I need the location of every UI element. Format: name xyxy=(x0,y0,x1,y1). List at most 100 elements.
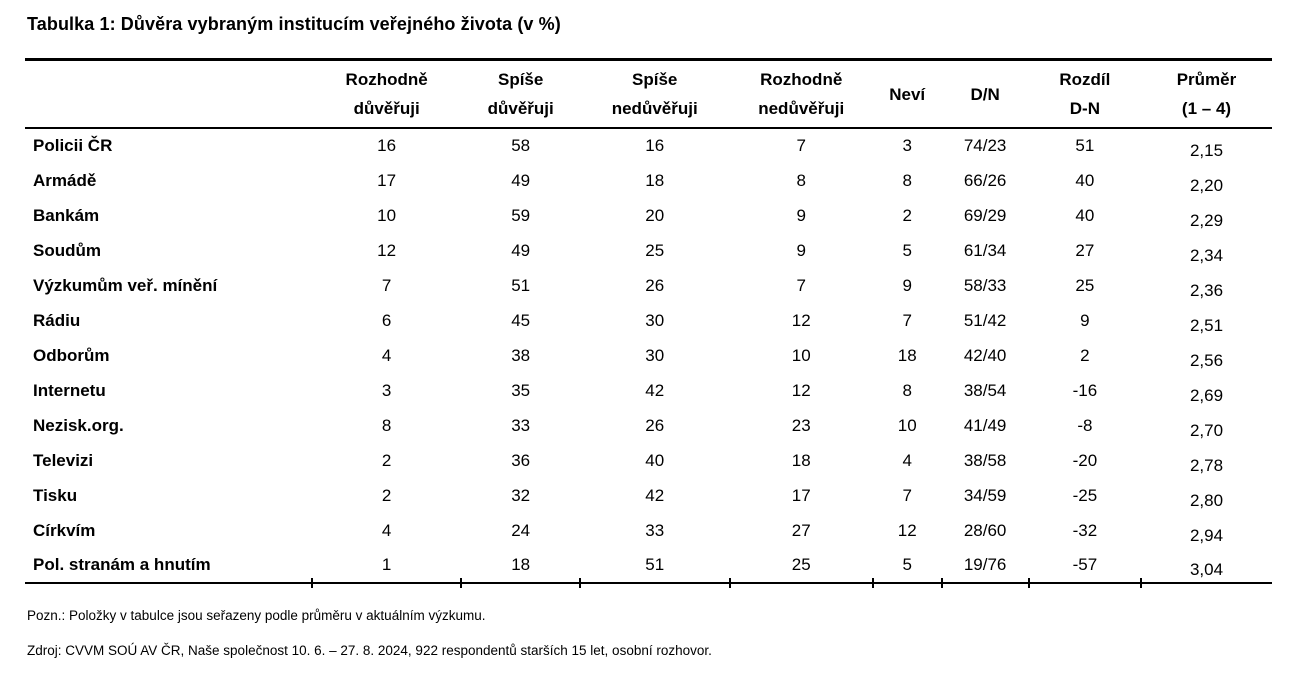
cell-spise-neduveruji: 42 xyxy=(645,485,665,505)
cell-prumer: 2,78 xyxy=(1189,456,1224,475)
cell-dn: 38/58 xyxy=(963,450,1007,470)
table-row: Televizi 2 36 40 18 4 38/58 -20 2,78 xyxy=(25,443,1272,478)
cell-nevi: 9 xyxy=(902,275,912,295)
cell-rozhodne-neduveruji: 25 xyxy=(729,548,873,584)
column-divider-tick xyxy=(310,578,313,588)
cell-rozdil-dn: -32 xyxy=(1072,520,1098,540)
cell-spise-duveruji: 24 xyxy=(511,520,531,540)
cell-nevi: 5 xyxy=(902,240,912,260)
cell-spise-neduveruji: 30 xyxy=(645,310,665,330)
header-line: Průměr xyxy=(1176,70,1237,89)
header-line: Neví xyxy=(889,84,926,104)
header-line: Rozhodně xyxy=(760,70,843,89)
cell-dn: 34/59 xyxy=(963,485,1007,505)
cell-rozhodne-duveruji: 2 xyxy=(381,485,392,505)
cell-rozhodne-neduveruji: 10 xyxy=(791,345,811,365)
cell-rozhodne-duveruji: 8 xyxy=(381,415,392,435)
table-header: Rozhodně důvěřuji Spíše důvěřuji Spíše n… xyxy=(25,59,1272,129)
cell-rozhodne-duveruji: 6 xyxy=(381,310,392,330)
cell-spise-neduveruji: 30 xyxy=(645,345,665,365)
cell-rozdil-dn: -20 xyxy=(1072,450,1098,470)
table-row: Církvím 4 24 33 27 12 28/60 -32 2,94 xyxy=(25,513,1272,548)
column-divider-tick xyxy=(460,578,463,588)
row-label: Bankám xyxy=(33,205,100,225)
cell-dn: 28/60 xyxy=(963,520,1007,540)
header-line: D/N xyxy=(970,84,1000,104)
cell-prumer: 2,34 xyxy=(1189,246,1224,265)
cell-rozdil-dn: -57 xyxy=(1028,548,1141,584)
cell-spise-neduveruji: 51 xyxy=(579,548,730,584)
table-row: Výzkumům veř. mínění 7 51 26 7 9 58/33 2… xyxy=(25,268,1272,303)
cell-rozhodne-duveruji: 16 xyxy=(377,136,397,155)
cell-rozhodne-duveruji: 2 xyxy=(381,450,392,470)
footnote-source: Zdroj: CVVM SOÚ AV ČR, Naše společnost 1… xyxy=(27,643,712,658)
table-row: Soudům 12 49 25 9 5 61/34 27 2,34 xyxy=(25,233,1272,268)
table-title: Tabulka 1: Důvěra vybraným institucím ve… xyxy=(27,14,561,34)
column-divider-tick xyxy=(728,578,731,588)
header-line: nedůvěřuji xyxy=(611,99,698,118)
row-label: Odborům xyxy=(33,345,110,365)
cell-spise-neduveruji: 40 xyxy=(645,450,665,470)
header-line: Spíše xyxy=(632,70,678,89)
cell-nevi: 7 xyxy=(902,485,912,505)
cell-rozhodne-neduveruji: 23 xyxy=(791,415,811,435)
cell-spise-duveruji: 36 xyxy=(511,450,531,470)
cell-rozdil-dn: -25 xyxy=(1072,485,1098,505)
cell-dn: 19/76 xyxy=(941,548,1029,584)
header-line: důvěřuji xyxy=(487,99,554,118)
table-row: Bankám 10 59 20 9 2 69/29 40 2,29 xyxy=(25,198,1272,233)
cell-nevi: 3 xyxy=(902,136,912,155)
cell-rozhodne-neduveruji: 12 xyxy=(791,310,811,330)
cell-rozhodne-duveruji: 10 xyxy=(377,205,397,225)
cell-nevi: 5 xyxy=(872,548,942,584)
row-label: Rádiu xyxy=(33,310,81,330)
cell-rozdil-dn: 40 xyxy=(1075,205,1095,225)
cell-rozhodne-neduveruji: 7 xyxy=(796,275,806,295)
cell-spise-duveruji: 49 xyxy=(511,240,531,260)
cell-spise-neduveruji: 42 xyxy=(645,380,665,400)
row-label: Armádě xyxy=(33,170,97,190)
cell-rozdil-dn: -16 xyxy=(1072,380,1098,400)
header-line: důvěřuji xyxy=(353,99,420,118)
cell-prumer: 2,56 xyxy=(1189,351,1224,370)
row-label: Pol. stranám a hnutím xyxy=(25,548,312,584)
cell-nevi: 2 xyxy=(902,205,912,225)
header-line: (1 – 4) xyxy=(1181,99,1232,118)
cell-dn: 51/42 xyxy=(963,310,1007,330)
cell-prumer: 2,80 xyxy=(1189,491,1224,510)
header-nevi: Neví xyxy=(872,59,942,129)
cell-spise-duveruji: 33 xyxy=(511,415,531,435)
cell-dn: 38/54 xyxy=(963,380,1007,400)
cell-spise-neduveruji: 26 xyxy=(645,275,665,295)
cell-nevi: 8 xyxy=(902,380,912,400)
cell-rozhodne-neduveruji: 27 xyxy=(791,520,811,540)
cell-prumer: 2,94 xyxy=(1189,526,1224,545)
cell-rozhodne-duveruji: 17 xyxy=(377,170,397,190)
row-label: Televizi xyxy=(33,450,94,470)
cell-spise-duveruji: 38 xyxy=(511,345,531,365)
cell-spise-neduveruji: 16 xyxy=(645,136,665,155)
cell-nevi: 8 xyxy=(902,170,912,190)
header-line: Spíše xyxy=(497,70,544,89)
column-divider-tick xyxy=(1140,578,1143,588)
table-row: Odborům 4 38 30 10 18 42/40 2 2,56 xyxy=(25,338,1272,373)
cell-rozhodne-duveruji: 4 xyxy=(381,345,392,365)
header-line: Rozhodně xyxy=(345,70,428,89)
header-line: Rozdíl xyxy=(1059,70,1111,89)
cell-rozhodne-neduveruji: 12 xyxy=(791,380,811,400)
trust-table: Rozhodně důvěřuji Spíše důvěřuji Spíše n… xyxy=(25,58,1272,584)
cell-rozhodne-duveruji: 1 xyxy=(311,548,462,584)
cell-spise-duveruji: 45 xyxy=(511,310,531,330)
header-spise-duveruji: Spíše důvěřuji xyxy=(461,59,580,129)
cell-nevi: 10 xyxy=(897,415,917,435)
header-line: D-N xyxy=(1069,99,1100,118)
cell-prumer: 2,36 xyxy=(1189,281,1224,300)
cell-spise-duveruji: 32 xyxy=(511,485,531,505)
cell-rozdil-dn: 27 xyxy=(1075,240,1095,260)
cell-rozhodne-neduveruji: 9 xyxy=(796,205,806,225)
cell-rozhodne-duveruji: 4 xyxy=(381,520,392,540)
cell-rozhodne-duveruji: 7 xyxy=(381,275,392,295)
row-label: Internetu xyxy=(33,380,106,400)
header-institution-empty xyxy=(25,59,312,129)
